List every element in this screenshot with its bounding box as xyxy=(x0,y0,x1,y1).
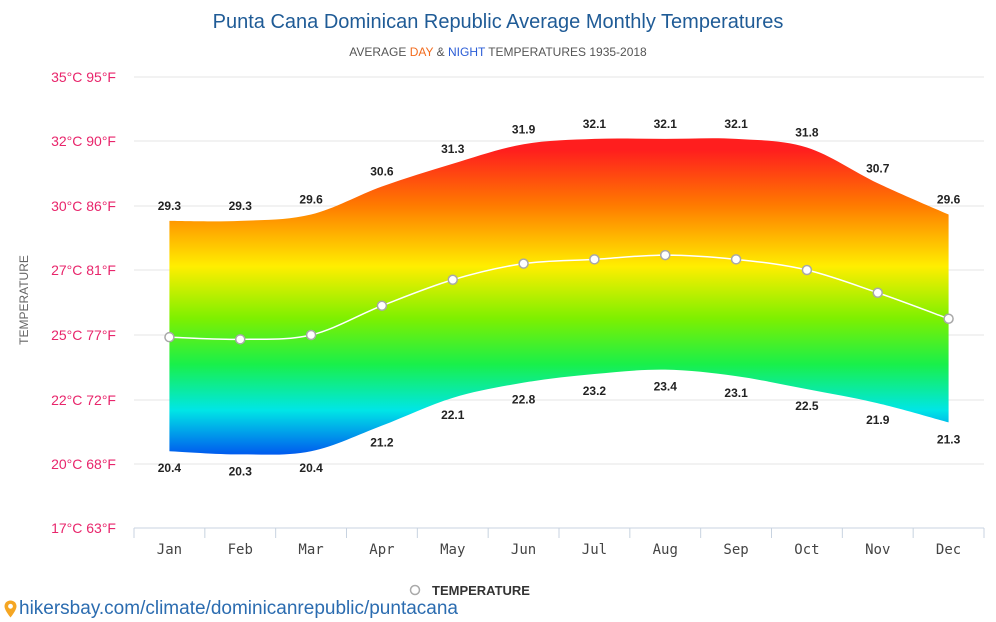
x-tick-label: Feb xyxy=(228,542,253,558)
temperature-point[interactable] xyxy=(943,313,954,324)
source-text: hikersbay.com/climate/dominicanrepublic/… xyxy=(19,598,458,619)
night-value-label: 22.1 xyxy=(441,408,465,422)
temperature-point[interactable] xyxy=(801,264,813,276)
location-pin-icon xyxy=(4,600,17,618)
night-value-label: 21.3 xyxy=(937,432,961,446)
legend-label: TEMPERATURE xyxy=(432,583,530,598)
y-tick-label: 32°C 90°F xyxy=(51,133,116,149)
temperature-point[interactable] xyxy=(235,334,246,345)
legend[interactable]: TEMPERATURE xyxy=(409,583,531,598)
day-value-label: 29.3 xyxy=(158,199,182,213)
temperature-point[interactable] xyxy=(376,300,388,311)
y-tick-label: 25°C 77°F xyxy=(51,327,116,343)
night-value-label: 22.8 xyxy=(512,393,536,407)
x-tick-label: Dec xyxy=(936,542,961,558)
y-tick-label: 27°C 81°F xyxy=(51,262,116,278)
x-tick-label: Jun xyxy=(511,542,536,558)
temperature-point[interactable] xyxy=(164,331,175,343)
x-tick-label: Apr xyxy=(369,542,394,558)
x-axis-labels: Jan Feb Mar Apr May Jun Jul Aug Sep Oct Nov Dec xyxy=(157,542,961,558)
chart-title: Punta Cana Dominican Republic Average Mo… xyxy=(213,11,784,33)
x-tick-label: Aug xyxy=(653,542,678,558)
day-value-label: 30.6 xyxy=(370,165,394,179)
temperature-points xyxy=(164,249,954,345)
night-value-label: 20.3 xyxy=(229,464,253,478)
temperature-point[interactable] xyxy=(872,287,883,298)
y-tick-label: 20°C 68°F xyxy=(51,456,116,472)
day-value-label: 31.3 xyxy=(441,142,465,156)
y-axis-ticks: 17°C 63°F 20°C 68°F 22°C 72°F 25°C 77°F 27°C… xyxy=(51,69,116,536)
day-value-label: 29.6 xyxy=(299,193,323,207)
temperature-line xyxy=(169,254,949,341)
temperature-point[interactable] xyxy=(589,254,600,265)
y-tick-label: 17°C 63°F xyxy=(51,520,116,536)
day-value-labels: 29.3 29.3 29.6 30.6 31.3 31.9 32.1 32.1 32.1 31.8… xyxy=(158,117,961,213)
day-value-label: 30.7 xyxy=(866,161,890,175)
night-value-label: 20.4 xyxy=(158,461,182,475)
day-value-label: 31.8 xyxy=(795,126,819,140)
temperature-point[interactable] xyxy=(447,274,458,285)
source-link[interactable]: hikersbay.com/climate/dominicanrepublic/… xyxy=(4,598,458,620)
x-tick-label: Oct xyxy=(794,542,819,558)
day-value-label: 32.1 xyxy=(724,117,748,131)
x-tick-label: Nov xyxy=(865,542,890,558)
night-value-label: 23.1 xyxy=(724,386,748,400)
temperature-point[interactable] xyxy=(518,258,529,269)
chart-subtitle: AVERAGE DAY & NIGHT TEMPERATURES 1935-20… xyxy=(349,45,647,59)
night-value-label: 20.4 xyxy=(299,461,323,475)
x-tick-label: May xyxy=(440,542,465,558)
night-value-label: 21.2 xyxy=(370,436,394,450)
subtitle-amp: & xyxy=(433,45,448,59)
night-value-label: 22.5 xyxy=(795,399,819,413)
y-tick-label: 35°C 95°F xyxy=(51,69,116,85)
x-tick-label: Jul xyxy=(582,542,607,558)
night-value-label: 23.4 xyxy=(654,380,678,394)
day-value-label: 29.6 xyxy=(937,193,961,207)
y-tick-label: 22°C 72°F xyxy=(51,392,116,408)
subtitle-night: NIGHT xyxy=(448,45,486,59)
night-value-label: 21.9 xyxy=(866,413,890,427)
night-value-labels: 20.4 20.3 20.4 21.2 22.1 22.8 23.2 23.4 23.1 22.5… xyxy=(158,380,961,479)
x-axis xyxy=(133,527,985,538)
y-axis-label: TEMPERATURE xyxy=(17,255,31,345)
day-night-band xyxy=(169,138,949,455)
temperature-point[interactable] xyxy=(730,254,742,265)
subtitle-day: DAY xyxy=(410,45,434,59)
subtitle-suffix: TEMPERATURES 1935-2018 xyxy=(485,45,647,59)
y-tick-label: 30°C 86°F xyxy=(51,198,116,214)
day-value-label: 32.1 xyxy=(583,117,607,131)
x-tick-label: Mar xyxy=(298,542,323,558)
day-value-label: 29.3 xyxy=(229,199,253,213)
x-tick-label: Jan xyxy=(157,542,182,558)
x-tick-label: Sep xyxy=(723,542,748,558)
day-value-label: 32.1 xyxy=(654,117,678,131)
temperature-point[interactable] xyxy=(305,329,317,341)
night-value-label: 23.2 xyxy=(583,384,607,398)
subtitle-prefix: AVERAGE xyxy=(349,45,409,59)
day-value-label: 31.9 xyxy=(512,122,536,136)
legend-marker xyxy=(409,584,421,596)
temperature-point[interactable] xyxy=(660,249,671,261)
